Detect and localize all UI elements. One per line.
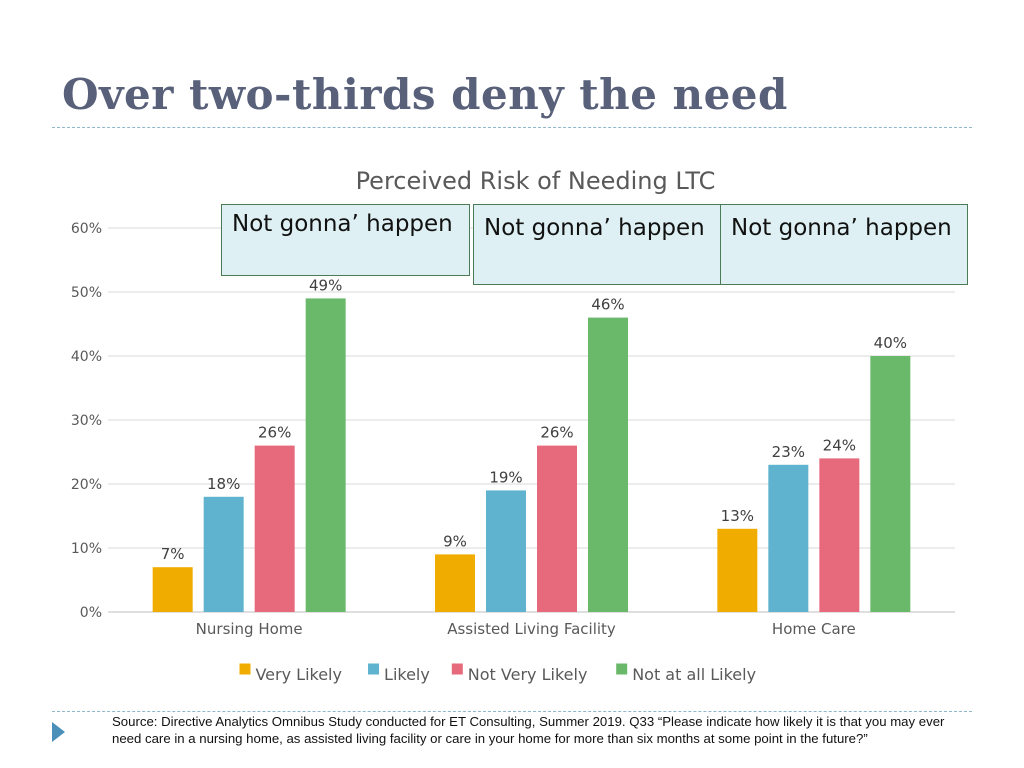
bar xyxy=(254,445,295,612)
y-tick-label: 30% xyxy=(71,413,102,429)
callout-assisted-living: Not gonna’ happen xyxy=(473,204,722,285)
legend-swatch xyxy=(451,663,463,675)
x-tick-label: Assisted Living Facility xyxy=(447,620,616,638)
legend-swatch xyxy=(368,663,380,675)
bar xyxy=(819,458,860,612)
slide-title: Over two-thirds deny the need xyxy=(62,70,788,119)
y-tick-label: 0% xyxy=(80,605,102,621)
y-tick-label: 20% xyxy=(71,477,102,493)
y-tick-label: 40% xyxy=(71,349,102,365)
data-label: 23% xyxy=(772,443,805,461)
x-tick-label: Home Care xyxy=(772,620,856,638)
legend-swatch xyxy=(616,663,628,675)
bar xyxy=(870,356,911,612)
y-tick-label: 10% xyxy=(71,541,102,557)
data-label: 49% xyxy=(309,276,342,294)
chart-title: Perceived Risk of Needing LTC xyxy=(356,167,716,195)
callout-home-care: Not gonna’ happen xyxy=(720,204,968,285)
data-label: 13% xyxy=(721,507,754,525)
legend-label: Very Likely xyxy=(255,665,341,684)
callout-nursing-home: Not gonna’ happen xyxy=(221,204,470,276)
bar xyxy=(435,554,475,612)
bar xyxy=(768,464,809,612)
data-label: 26% xyxy=(540,424,573,442)
footer-divider xyxy=(52,711,972,712)
data-label: 26% xyxy=(258,424,291,442)
data-label: 9% xyxy=(443,532,467,550)
bar xyxy=(305,298,346,612)
bar xyxy=(537,445,577,612)
data-label: 19% xyxy=(489,468,522,486)
data-label: 24% xyxy=(823,436,856,454)
y-tick-label: 50% xyxy=(71,285,102,301)
legend-label: Not at all Likely xyxy=(632,665,756,684)
legend-label: Likely xyxy=(384,665,430,684)
next-slide-arrow-icon[interactable] xyxy=(52,722,65,742)
data-label: 7% xyxy=(161,545,185,563)
bar xyxy=(203,496,244,612)
legend-label: Not Very Likely xyxy=(468,665,588,684)
bar xyxy=(152,567,193,612)
data-label: 18% xyxy=(207,475,240,493)
bar-chart: Perceived Risk of Needing LTC 0% 10% 20% 30%… xyxy=(71,167,955,684)
bar xyxy=(717,528,758,612)
x-tick-label: Nursing Home xyxy=(196,620,303,638)
data-label: 40% xyxy=(874,334,907,352)
title-divider xyxy=(52,127,972,128)
legend-swatch xyxy=(239,663,251,675)
data-label: 46% xyxy=(591,296,624,314)
bar xyxy=(486,490,526,612)
bar xyxy=(588,317,628,612)
y-tick-label: 60% xyxy=(71,221,102,237)
source-note: Source: Directive Analytics Omnibus Stud… xyxy=(112,714,945,746)
